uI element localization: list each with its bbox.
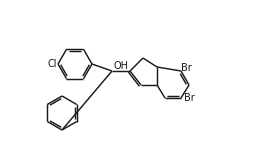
Text: OH: OH [114,61,129,71]
Text: Br: Br [180,63,191,73]
Text: Cl: Cl [47,59,57,69]
Text: Br: Br [183,93,194,103]
